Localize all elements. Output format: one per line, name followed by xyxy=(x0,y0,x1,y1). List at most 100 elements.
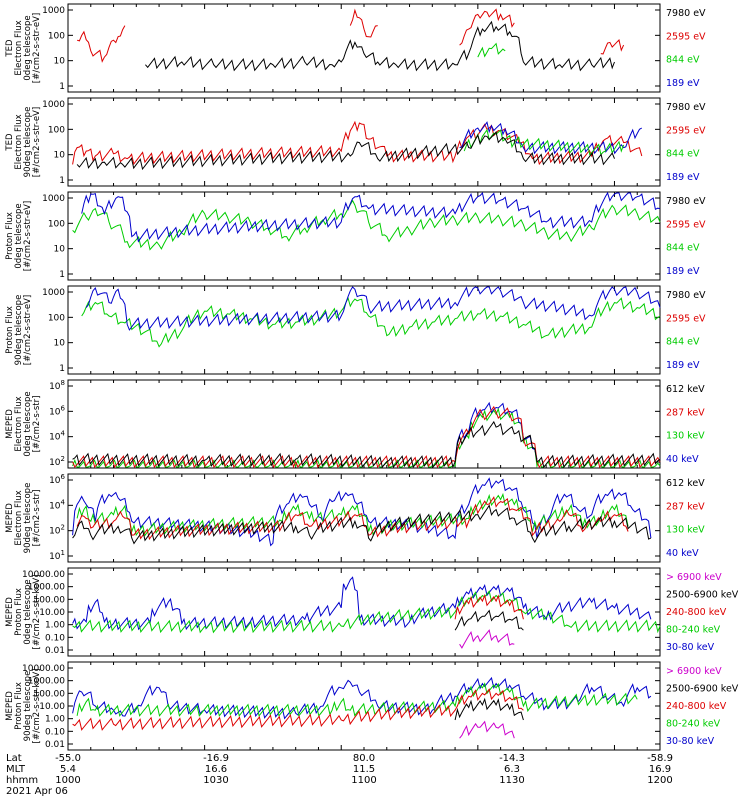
series-line xyxy=(459,720,515,739)
panel-6: 106 104 102 101 MEPED Electron Flux 90deg tele… xyxy=(5,473,705,563)
series-line xyxy=(81,296,661,348)
panel-frame xyxy=(67,473,661,563)
series-line xyxy=(454,609,524,631)
series-line xyxy=(76,8,625,63)
panel-frame xyxy=(67,191,661,281)
y-axis-label-line: Proton Flux xyxy=(5,212,15,260)
legend-entry: 2500-6900 keV xyxy=(666,590,739,601)
y-tick-label: 100.00 xyxy=(34,595,66,605)
legend-entry: 844 eV xyxy=(666,55,700,66)
legend-entry: > 6900 keV xyxy=(666,572,722,583)
legend-entry: 844 eV xyxy=(666,243,700,254)
y-axis-label-line: 0deg telescope xyxy=(23,391,33,456)
y-axis-label-line: [#/cm2-s-str-eV] xyxy=(32,107,42,177)
panel-frame xyxy=(67,379,661,469)
y-tick-label: 106 xyxy=(49,473,65,486)
legend-entry: 240-800 keV xyxy=(666,701,727,712)
series-line xyxy=(85,286,661,331)
legend-entry: 612 keV xyxy=(666,478,705,489)
footer-date: 2021 Apr 06 xyxy=(6,786,68,797)
panel-3: 1000 100 10 1 Proton Flux 0deg telescope [#/cm… xyxy=(5,191,706,281)
footer-hhmm-value: 1030 xyxy=(203,775,228,786)
series-line xyxy=(72,576,652,631)
series-line xyxy=(454,697,524,721)
legend-entry: 30-80 keV xyxy=(666,736,715,747)
legend-entry: 2595 eV xyxy=(666,125,706,136)
y-tick-label: 10 xyxy=(54,245,66,255)
footer-hhmm-value: 1000 xyxy=(55,775,80,786)
y-tick-label: 1.00 xyxy=(45,715,65,725)
legend-entry: 80-240 keV xyxy=(666,719,721,730)
series-line xyxy=(72,504,652,545)
footer-mlt-value: 5.4 xyxy=(60,764,76,775)
series-line xyxy=(72,590,661,634)
legend-entry: 130 keV xyxy=(666,431,705,442)
y-tick-label: 100 xyxy=(48,219,65,229)
y-tick-label: 100.00 xyxy=(34,689,66,699)
y-axis-label-line: Electron Flux xyxy=(14,20,24,75)
y-tick-label: 1000 xyxy=(42,6,65,16)
footer-mlt-value: 11.5 xyxy=(353,764,375,775)
y-tick-label: 0.01 xyxy=(45,646,65,656)
footer-lat-value: 80.0 xyxy=(353,753,375,764)
y-tick-label: 100 xyxy=(48,313,65,323)
y-tick-label: 10.00 xyxy=(39,608,65,618)
panel-8: 10000.00 1000.00 100.00 10.00 1.00 0.10 0.01 ME… xyxy=(5,661,739,751)
y-axis-label-line: MEPED xyxy=(5,597,15,627)
series-line xyxy=(76,492,629,537)
series-line xyxy=(81,191,661,243)
footer-hhmm-value: 1130 xyxy=(499,775,524,786)
panel-5: 108 106 104 102 MEPED Electron Flux 0deg teles… xyxy=(5,379,705,469)
y-tick-exponent: 2 xyxy=(61,455,65,463)
y-axis-label-line: [#/cm2-s-str-eV] xyxy=(23,295,33,365)
y-tick-label: 102 xyxy=(49,524,65,537)
legend-entry: 2595 eV xyxy=(666,313,706,324)
y-axis-label-line: [#/cm2-s-str] xyxy=(32,490,42,547)
y-tick-label: 10000.00 xyxy=(22,664,65,674)
y-axis-label-line: MEPED xyxy=(5,503,15,533)
series-line xyxy=(72,120,643,166)
panel-1: 1000 100 10 1 TED Electron Flux 0deg telescope… xyxy=(5,3,706,93)
footer-lat-value: -55.0 xyxy=(55,753,81,764)
y-axis-label-line: 0deg telescope xyxy=(14,203,24,268)
legend-entry: 40 keV xyxy=(666,548,699,559)
y-axis-label-line: Proton Flux xyxy=(14,682,24,730)
y-axis-label-line: Proton Flux xyxy=(14,588,24,636)
legend-entry: 130 keV xyxy=(666,525,705,536)
y-tick-label: 1000 xyxy=(42,100,65,110)
y-tick-label: 10 xyxy=(54,339,66,349)
y-axis-label-line: 90deg telescope xyxy=(23,671,33,742)
y-tick-label: 10000.00 xyxy=(22,570,65,580)
y-axis-label-line: [#/cm2-s-str] xyxy=(32,396,42,453)
y-tick-exponent: 6 xyxy=(61,473,66,481)
y-tick-exponent: 6 xyxy=(61,404,66,412)
y-tick-label: 10.00 xyxy=(39,702,65,712)
series-line xyxy=(76,131,615,171)
legend-entry: 7980 eV xyxy=(666,8,706,19)
legend-entry: > 6900 keV xyxy=(666,666,722,677)
legend-entry: 7980 eV xyxy=(666,290,706,301)
y-axis-label-line: [#/cm2-s-str-eV] xyxy=(23,201,33,271)
y-axis-label-line: Electron Flux xyxy=(14,490,24,545)
legend-entry: 189 eV xyxy=(666,266,700,277)
legend-entry: 844 eV xyxy=(666,337,700,348)
y-axis-label-line: 90deg telescope xyxy=(23,107,33,178)
legend-entry: 287 keV xyxy=(666,501,705,512)
footer-mlt-value: 6.3 xyxy=(504,764,520,775)
series-line xyxy=(72,199,661,251)
y-axis-label-line: [#/cm2-s-str-keV] xyxy=(32,669,42,744)
y-tick-label: 1000 xyxy=(42,288,65,298)
panel-7: 10000.00 1000.00 100.00 10.00 1.00 0.10 0.01 ME… xyxy=(5,567,739,657)
series-line xyxy=(72,420,661,469)
legend-entry: 189 eV xyxy=(666,360,700,371)
legend-entry: 2595 eV xyxy=(666,219,706,230)
footer-lat-value: -14.3 xyxy=(499,753,525,764)
series-line xyxy=(478,44,619,57)
y-axis-label-line: 90deg telescope xyxy=(14,295,24,366)
footer-mlt-value: 16.9 xyxy=(649,764,671,775)
y-tick-label: 1 xyxy=(59,364,65,374)
legend-entry: 7980 eV xyxy=(666,102,706,113)
